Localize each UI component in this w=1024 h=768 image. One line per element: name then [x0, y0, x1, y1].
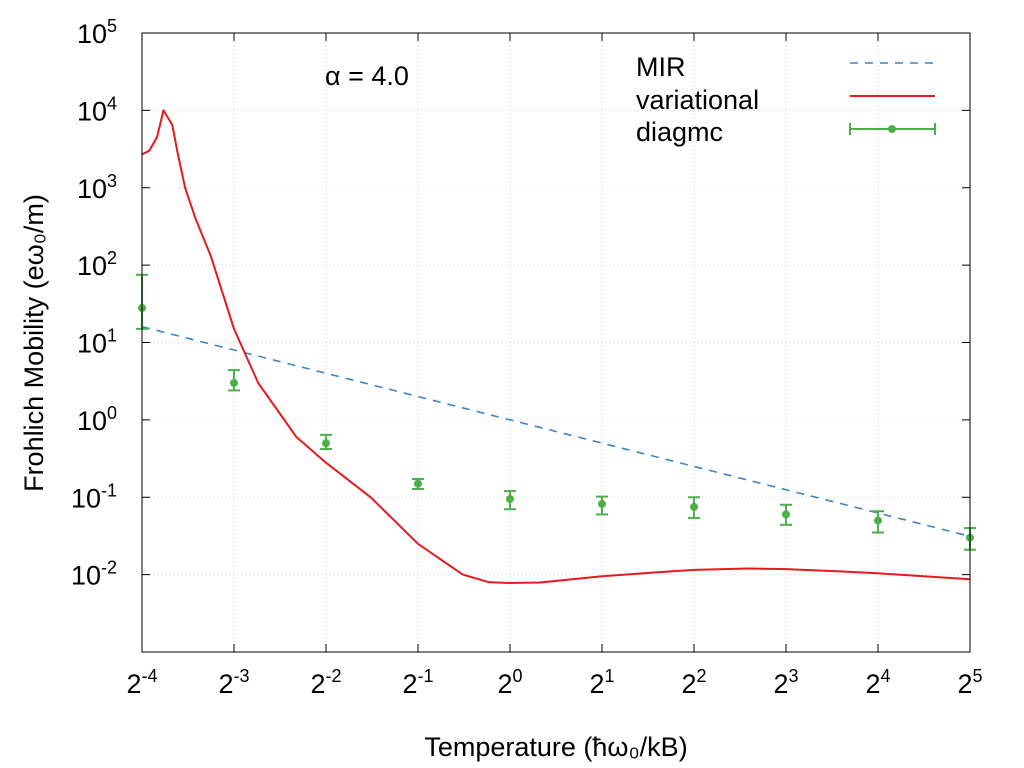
x-tick-label: 2-3 — [218, 666, 249, 699]
x-tick-label: 21 — [589, 666, 614, 699]
legend-label-variational: variational — [636, 85, 759, 115]
y-tick-label: 10-1 — [71, 480, 117, 513]
y-tick-label: 105 — [77, 16, 117, 49]
x-axis-title: Temperature (ħω₀/kB) — [424, 732, 687, 762]
legend-swatch-point — [888, 125, 896, 133]
diagmc-point — [414, 479, 422, 488]
x-tick-label: 20 — [497, 666, 522, 699]
x-tick-label: 2-4 — [126, 666, 157, 699]
diagmc-point — [690, 502, 698, 511]
y-tick-label: 10-2 — [71, 558, 117, 591]
series-MIR — [141, 325, 971, 538]
diagmc-point — [230, 378, 238, 387]
series-variational — [141, 109, 971, 584]
x-tick-label: 2-1 — [402, 666, 433, 699]
y-tick-label: 101 — [77, 326, 117, 359]
diagmc-point — [874, 516, 882, 525]
variational-line — [141, 109, 971, 584]
alpha-annotation: α = 4.0 — [325, 61, 409, 91]
diagmc-point — [322, 439, 330, 448]
y-tick-label: 103 — [77, 171, 117, 204]
y-axis-title: Frohlich Mobility (eω₀/m) — [19, 194, 49, 492]
x-tick-label: 24 — [865, 666, 890, 699]
legend-label-diagmc: diagmc — [636, 117, 723, 147]
series-layer — [136, 109, 976, 584]
diagmc-point — [782, 510, 790, 519]
ticks: 2-4 2-3 2-2 2-1 20 21 22 23 24 25 10-2 10-1 100 101 10… — [71, 16, 983, 699]
diagmc-point — [506, 494, 514, 503]
y-tick-label: 102 — [77, 248, 117, 281]
y-tick-label: 104 — [77, 93, 117, 126]
series-diagmc — [136, 273, 976, 551]
MIR-line — [141, 325, 971, 538]
grid-lines — [142, 33, 970, 652]
x-tick-label: 22 — [681, 666, 706, 699]
diagmc-point — [598, 499, 606, 508]
x-tick-label: 25 — [957, 666, 982, 699]
x-tick-label: 23 — [773, 666, 798, 699]
x-tick-label: 2-2 — [310, 666, 341, 699]
y-tick-label: 100 — [77, 403, 117, 436]
legend-label-MIR: MIR — [636, 52, 686, 82]
